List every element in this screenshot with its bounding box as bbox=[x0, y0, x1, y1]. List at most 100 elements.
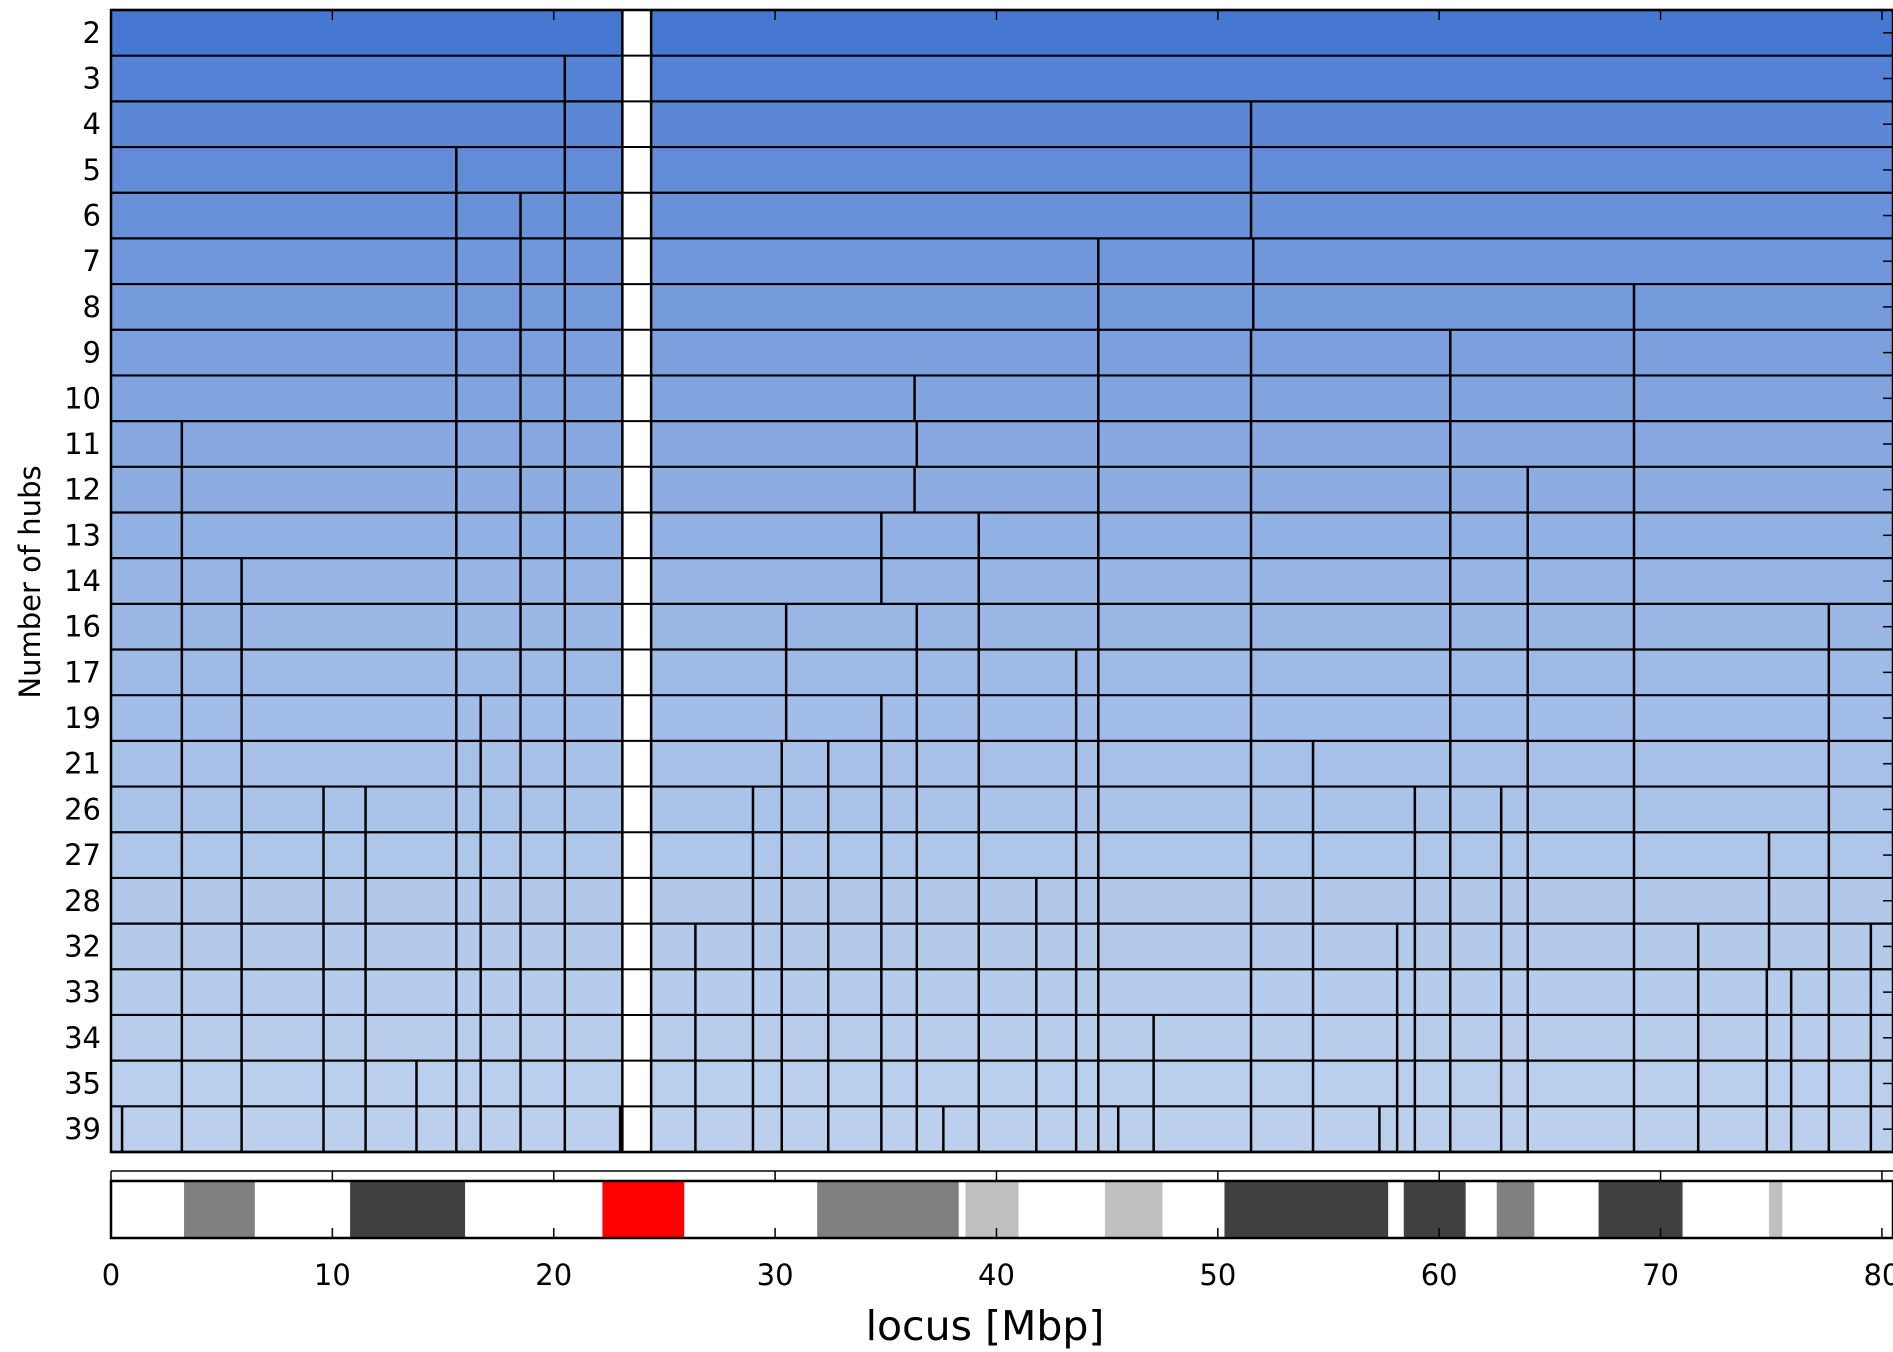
hub-row-13: 13 bbox=[64, 511, 1893, 559]
y-tick-label: 19 bbox=[64, 701, 101, 735]
hub-row-band bbox=[111, 329, 1893, 376]
hub-row-3: 3 bbox=[83, 54, 1893, 102]
hub-row-6: 6 bbox=[83, 191, 1893, 239]
hub-row-band bbox=[111, 832, 1893, 878]
hub-row-11: 11 bbox=[64, 420, 1893, 467]
y-tick-label: 34 bbox=[64, 1021, 101, 1055]
hub-row-27: 27 bbox=[64, 831, 1893, 878]
hub-row-16: 16 bbox=[64, 602, 1893, 650]
hub-row-band bbox=[111, 786, 1893, 833]
x-tick-label: 30 bbox=[757, 1258, 794, 1292]
y-tick-label: 6 bbox=[83, 199, 101, 233]
ideogram-band bbox=[1598, 1181, 1683, 1238]
ideogram-band bbox=[1403, 1181, 1466, 1238]
y-tick-label: 28 bbox=[64, 884, 101, 918]
hub-row-32: 32 bbox=[64, 922, 1893, 970]
ideogram-band bbox=[602, 1181, 685, 1238]
y-tick-label: 3 bbox=[83, 62, 101, 96]
hub-row-35: 35 bbox=[64, 1059, 1893, 1107]
x-tick-label: 20 bbox=[535, 1258, 572, 1292]
ideogram-band bbox=[465, 1181, 603, 1238]
ideogram-band bbox=[254, 1181, 351, 1238]
y-tick-label: 27 bbox=[64, 838, 101, 872]
y-tick-label: 32 bbox=[64, 929, 101, 963]
hub-row-39: 39 bbox=[64, 1105, 1893, 1152]
hub-row-band bbox=[111, 192, 1893, 239]
hub-row-28: 28 bbox=[64, 876, 1893, 924]
y-tick-label: 16 bbox=[64, 610, 101, 644]
hub-row-10: 10 bbox=[64, 374, 1893, 422]
x-axis-title: locus [Mbp] bbox=[866, 1302, 1105, 1350]
ideogram-band bbox=[1496, 1181, 1535, 1238]
hub-row-band bbox=[111, 649, 1893, 696]
ideogram-band bbox=[111, 1181, 185, 1238]
ideogram-band bbox=[184, 1181, 255, 1238]
x-tick-label: 80 bbox=[1863, 1258, 1893, 1292]
y-tick-label: 10 bbox=[64, 381, 101, 415]
hub-row-band bbox=[111, 284, 1893, 330]
ideogram-band bbox=[350, 1181, 466, 1238]
y-tick-label: 8 bbox=[83, 290, 101, 324]
ideogram-band bbox=[1769, 1181, 1783, 1238]
hub-row-band bbox=[111, 421, 1893, 467]
hub-row-band bbox=[111, 558, 1893, 604]
ideogram-frame bbox=[109, 1179, 1893, 1240]
hub-row-band bbox=[111, 238, 1893, 285]
hub-row-band bbox=[111, 877, 1893, 924]
ideogram-band bbox=[1782, 1181, 1893, 1238]
x-tick-label: 40 bbox=[978, 1258, 1015, 1292]
hub-row-9: 9 bbox=[83, 328, 1893, 376]
y-tick-label: 4 bbox=[83, 107, 101, 141]
y-tick-label: 33 bbox=[64, 975, 101, 1009]
hub-row-7: 7 bbox=[83, 237, 1893, 285]
y-tick-label: 9 bbox=[83, 336, 101, 370]
hub-row-band bbox=[111, 1060, 1893, 1107]
ideogram-band bbox=[817, 1181, 959, 1238]
ideogram-band bbox=[684, 1181, 818, 1238]
x-tick-label: 60 bbox=[1421, 1258, 1458, 1292]
ideogram-band bbox=[1534, 1181, 1599, 1238]
hub-row-band bbox=[111, 10, 1893, 56]
hub-row-26: 26 bbox=[64, 785, 1893, 833]
x-tick-label: 0 bbox=[102, 1258, 120, 1292]
y-tick-label: 12 bbox=[64, 473, 101, 507]
y-axis-title: Number of hubs bbox=[13, 465, 47, 698]
hub-row-band bbox=[111, 969, 1893, 1015]
hub-row-2: 2 bbox=[83, 8, 1893, 56]
hub-row-band bbox=[111, 466, 1893, 513]
hub-row-band bbox=[111, 1014, 1893, 1061]
hub-row-band bbox=[111, 923, 1893, 970]
ideogram-band bbox=[1162, 1181, 1225, 1238]
y-tick-label: 26 bbox=[64, 792, 101, 826]
axes: 0 10 20 30 40 50 60 70 80 bbox=[102, 1170, 1893, 1292]
y-tick-label: 11 bbox=[64, 427, 101, 461]
ideogram-band bbox=[965, 1181, 1019, 1238]
hub-row-17: 17 bbox=[64, 648, 1893, 696]
y-tick-label: 21 bbox=[64, 747, 101, 781]
ideogram-band bbox=[1465, 1181, 1497, 1238]
ideogram-band bbox=[1018, 1181, 1105, 1238]
y-tick-label: 35 bbox=[64, 1066, 101, 1100]
chromosome-ideogram bbox=[109, 1179, 1893, 1240]
y-tick-label: 7 bbox=[83, 244, 101, 278]
hub-rows: 2345678910111213141617192126272832333435… bbox=[64, 8, 1893, 1154]
hub-row-8: 8 bbox=[83, 282, 1893, 330]
hub-row-14: 14 bbox=[64, 557, 1893, 604]
x-tick-label: 70 bbox=[1642, 1258, 1679, 1292]
hub-row-band bbox=[111, 55, 1893, 102]
y-tick-label: 2 bbox=[83, 16, 101, 50]
ideogram-band bbox=[1224, 1181, 1389, 1238]
hub-row-band bbox=[111, 147, 1893, 193]
hub-row-band bbox=[111, 101, 1893, 148]
y-tick-label: 17 bbox=[64, 655, 101, 689]
hub-row-band bbox=[111, 375, 1893, 422]
hub-row-band bbox=[111, 740, 1893, 787]
hub-row-12: 12 bbox=[64, 465, 1893, 513]
hub-row-34: 34 bbox=[64, 1013, 1893, 1061]
hub-row-4: 4 bbox=[83, 100, 1893, 148]
heatmap-frame bbox=[109, 8, 1893, 1154]
ideogram-band bbox=[1682, 1181, 1770, 1238]
hub-row-band bbox=[111, 603, 1893, 650]
y-tick-label: 5 bbox=[83, 153, 101, 187]
